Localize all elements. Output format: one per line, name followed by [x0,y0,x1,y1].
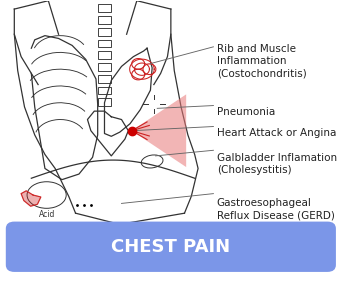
Bar [98,51,111,59]
Bar [98,63,111,71]
Text: Pneumonia: Pneumonia [217,107,275,117]
FancyBboxPatch shape [6,222,336,272]
Bar [98,16,111,24]
Bar [98,87,111,94]
Text: Rib and Muscle
Inflammation
(Costochondritis): Rib and Muscle Inflammation (Costochondr… [217,44,307,79]
Bar [98,4,111,12]
Text: CHEST PAIN: CHEST PAIN [111,238,230,256]
Text: Galbladder Inflamation
(Cholesystitis): Galbladder Inflamation (Cholesystitis) [217,153,337,175]
Text: Heart Attack or Angina: Heart Attack or Angina [217,128,336,138]
Text: Acid: Acid [39,210,55,219]
Text: Gastroesophageal
Reflux Disease (GERD): Gastroesophageal Reflux Disease (GERD) [217,198,335,220]
Bar [98,98,111,106]
Polygon shape [132,94,186,167]
Polygon shape [21,191,41,206]
Bar [98,75,111,83]
Bar [98,28,111,36]
Bar [98,40,111,47]
